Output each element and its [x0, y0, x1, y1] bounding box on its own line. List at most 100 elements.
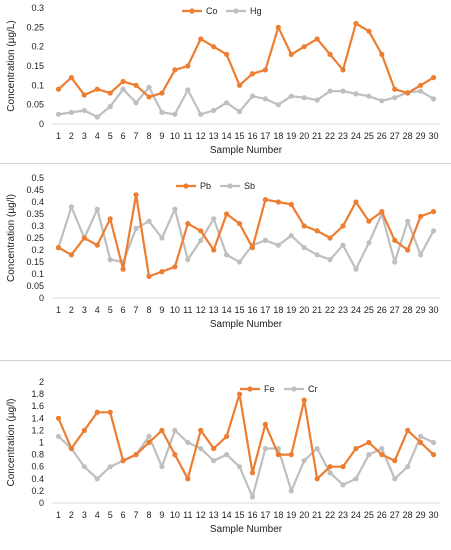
data-point-co	[146, 94, 152, 100]
x-tick-label: 1	[56, 305, 61, 315]
x-tick-label: 23	[338, 305, 348, 315]
x-tick-label: 7	[134, 305, 139, 315]
data-point-hg	[392, 95, 398, 101]
data-point-pb	[198, 228, 204, 234]
x-tick-label: 1	[56, 510, 61, 520]
x-tick-label: 20	[299, 510, 309, 520]
data-point-co	[55, 86, 62, 92]
data-point-sb	[340, 242, 346, 248]
data-point-sb	[172, 206, 178, 212]
data-point-pb	[327, 235, 333, 241]
data-point-hg	[224, 100, 230, 106]
data-point-sb	[198, 237, 204, 243]
data-point-pb	[159, 269, 165, 275]
data-point-pb	[236, 221, 243, 227]
x-tick-label: 13	[209, 131, 219, 141]
data-point-sb	[430, 228, 437, 234]
data-point-cr	[81, 464, 87, 470]
x-tick-label: 21	[312, 131, 322, 141]
x-tick-label: 24	[351, 305, 361, 315]
data-point-co	[159, 90, 165, 96]
data-point-pb	[262, 197, 268, 203]
data-point-hg	[249, 93, 256, 99]
legend-label: Hg	[250, 6, 262, 16]
data-point-cr	[224, 452, 230, 458]
data-point-pb	[133, 192, 139, 198]
data-point-sb	[301, 245, 307, 251]
x-tick-label: 6	[121, 131, 126, 141]
x-tick-label: 30	[429, 305, 439, 315]
data-point-pb	[120, 266, 126, 272]
data-point-sb	[211, 216, 217, 222]
data-point-sb	[366, 240, 372, 246]
x-tick-label: 3	[82, 131, 87, 141]
data-point-co	[185, 63, 191, 69]
x-tick-label: 15	[235, 131, 245, 141]
series-line-co	[57, 22, 435, 99]
data-point-cr	[314, 445, 320, 452]
data-point-co	[198, 36, 204, 42]
data-point-cr	[379, 445, 385, 452]
data-point-fe	[81, 427, 87, 433]
data-point-hg	[430, 96, 437, 102]
data-point-pb	[94, 242, 100, 248]
x-tick-label: 6	[121, 305, 126, 315]
y-tick-label: 0.4	[31, 474, 44, 484]
data-point-hg	[107, 104, 113, 110]
x-tick-label: 27	[390, 305, 400, 315]
data-point-co	[120, 78, 126, 85]
data-point-co	[340, 67, 346, 73]
data-point-pb	[340, 223, 346, 229]
x-tick-label: 10	[170, 510, 180, 520]
x-tick-label: 19	[286, 510, 296, 520]
x-tick-label: 7	[134, 510, 139, 520]
y-tick-label: 0.1	[31, 80, 44, 90]
chart-svg: 00.20.40.60.811.21.41.61.821 2 3 4 5 6 7 8 9 10 11…	[6, 377, 440, 535]
data-point-sb	[327, 257, 333, 263]
data-point-hg	[340, 88, 346, 94]
x-tick-label: 21	[312, 305, 322, 315]
x-tick-label: 8	[146, 131, 151, 141]
data-point-cr	[249, 494, 256, 500]
x-tick-label: 3	[82, 305, 87, 315]
data-point-sb	[288, 233, 294, 239]
y-tick-label: 0.5	[31, 173, 44, 183]
x-tick-label: 12	[196, 510, 206, 520]
data-point-fe	[301, 397, 307, 403]
y-tick-label: 0.4	[31, 197, 44, 207]
data-point-sb	[262, 237, 268, 243]
data-point-fe	[224, 433, 230, 440]
x-tick-label: 18	[273, 131, 283, 141]
data-point-fe	[185, 476, 191, 482]
series-line-pb	[57, 193, 434, 278]
x-tick-label: 17	[260, 305, 270, 315]
x-tick-label: 26	[377, 510, 387, 520]
data-point-cr	[236, 464, 243, 470]
y-tick-label: 0	[39, 293, 44, 303]
data-point-cr	[146, 433, 152, 440]
x-tick-label: 25	[364, 305, 374, 315]
x-tick-label: 8	[146, 510, 151, 520]
data-point-fe	[379, 452, 385, 458]
x-tick-label: 4	[95, 305, 100, 315]
x-tick-label: 9	[159, 131, 164, 141]
x-tick-label: 29	[416, 510, 426, 520]
x-tick-label: 30	[429, 131, 439, 141]
legend-label: Fe	[264, 384, 275, 394]
data-point-pb	[418, 213, 424, 219]
data-point-pb	[430, 209, 437, 215]
data-point-sb	[314, 252, 320, 258]
x-tick-label: 23	[338, 510, 348, 520]
x-tick-label: 29	[416, 131, 426, 141]
panel-divider	[0, 163, 451, 164]
data-point-sb	[418, 252, 424, 258]
x-tick-label: 5	[108, 510, 113, 520]
x-tick-label: 12	[196, 131, 206, 141]
data-point-hg	[366, 93, 372, 99]
legend-item-pb: Pb	[176, 181, 211, 191]
x-tick-label: 5	[108, 305, 113, 315]
data-point-pb	[107, 216, 113, 222]
x-tick-label: 27	[390, 510, 400, 520]
data-point-cr	[430, 439, 437, 446]
